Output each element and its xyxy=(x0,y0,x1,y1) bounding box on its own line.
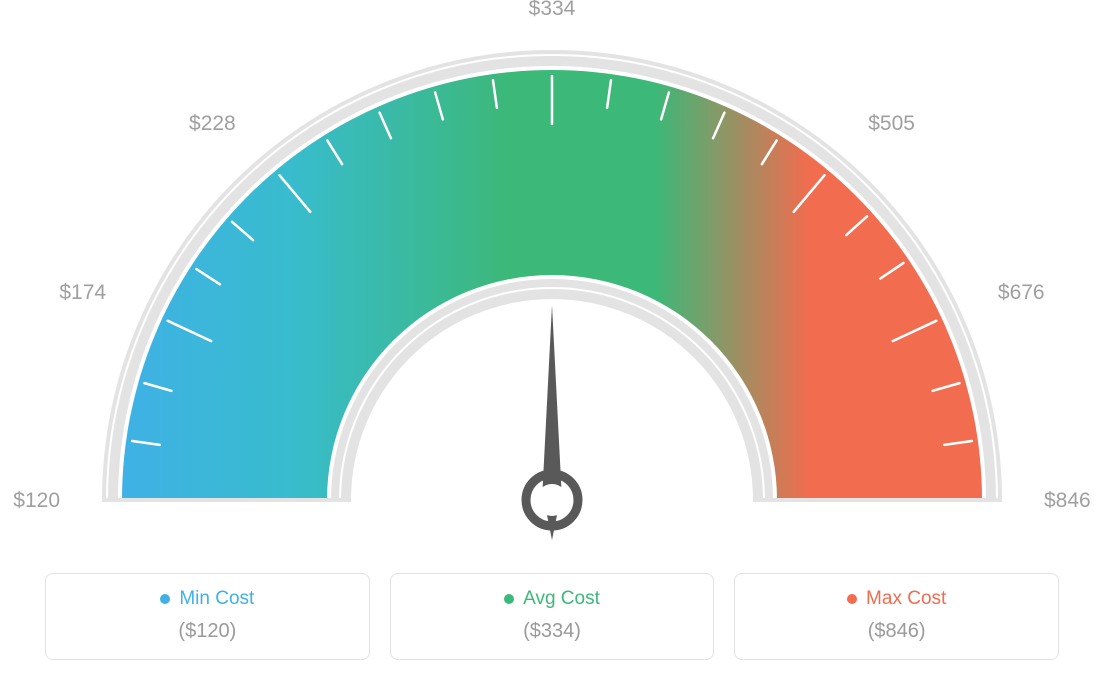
gauge-tick-label: $505 xyxy=(868,112,915,135)
legend-value-max: ($846) xyxy=(745,620,1048,643)
legend-title-min: Min Cost xyxy=(160,588,254,610)
gauge-tick-label: $846 xyxy=(1044,489,1091,512)
gauge-tick-label: $174 xyxy=(59,281,106,304)
legend-title-max: Max Cost xyxy=(847,588,946,610)
cost-gauge-chart: $120 $174 $228 $334 $505 $676 $846 Min Cost ($… xyxy=(0,0,1104,690)
legend-dot-min xyxy=(160,594,170,604)
gauge-tick-label: $676 xyxy=(998,281,1045,304)
legend-value-avg: ($334) xyxy=(401,620,704,643)
legend-title-avg-text: Avg Cost xyxy=(523,588,600,610)
legend-title-max-text: Max Cost xyxy=(866,588,946,610)
legend-card-min: Min Cost ($120) xyxy=(45,573,370,660)
legend-card-avg: Avg Cost ($334) xyxy=(390,573,715,660)
legend-card-max: Max Cost ($846) xyxy=(734,573,1059,660)
gauge-hub-hole xyxy=(536,484,568,516)
gauge-tick-label: $120 xyxy=(13,489,60,512)
legend-dot-max xyxy=(847,594,857,604)
gauge-area: $120 $174 $228 $334 $505 $676 $846 xyxy=(0,0,1104,560)
legend-row: Min Cost ($120) Avg Cost ($334) Max Cost… xyxy=(45,573,1059,660)
gauge-svg: $120 $174 $228 $334 $505 $676 $846 xyxy=(0,0,1104,560)
legend-title-avg: Avg Cost xyxy=(504,588,600,610)
gauge-tick-label: $228 xyxy=(189,112,236,135)
gauge-tick-label: $334 xyxy=(529,0,576,20)
legend-title-min-text: Min Cost xyxy=(179,588,254,610)
legend-dot-avg xyxy=(504,594,514,604)
legend-value-min: ($120) xyxy=(56,620,359,643)
